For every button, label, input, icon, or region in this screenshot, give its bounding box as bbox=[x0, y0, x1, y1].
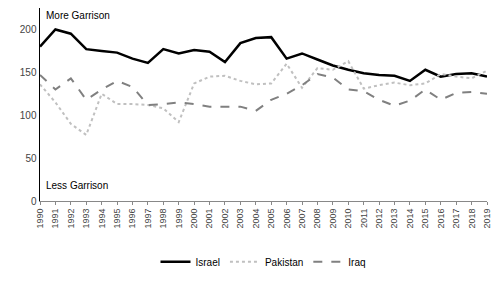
svg-text:1993: 1993 bbox=[81, 209, 91, 229]
svg-text:More Garrison: More Garrison bbox=[46, 10, 110, 21]
svg-text:2018: 2018 bbox=[467, 209, 477, 229]
svg-text:1991: 1991 bbox=[50, 209, 60, 229]
svg-text:2012: 2012 bbox=[374, 209, 384, 229]
svg-text:2007: 2007 bbox=[297, 209, 307, 229]
svg-text:2017: 2017 bbox=[451, 209, 461, 229]
svg-text:Less Garrison: Less Garrison bbox=[46, 180, 108, 191]
svg-text:2003: 2003 bbox=[235, 209, 245, 229]
svg-text:1998: 1998 bbox=[158, 209, 168, 229]
svg-text:Iraq: Iraq bbox=[348, 257, 365, 268]
svg-text:2015: 2015 bbox=[420, 209, 430, 229]
svg-text:1990: 1990 bbox=[35, 209, 45, 229]
svg-text:1997: 1997 bbox=[143, 209, 153, 229]
svg-text:2019: 2019 bbox=[482, 209, 492, 229]
svg-text:2016: 2016 bbox=[436, 209, 446, 229]
svg-text:Israel: Israel bbox=[196, 257, 220, 268]
svg-text:200: 200 bbox=[20, 24, 37, 35]
svg-text:1999: 1999 bbox=[174, 209, 184, 229]
svg-text:1996: 1996 bbox=[127, 209, 137, 229]
svg-text:2001: 2001 bbox=[204, 209, 214, 229]
svg-text:100: 100 bbox=[20, 110, 37, 121]
svg-text:1994: 1994 bbox=[97, 209, 107, 229]
svg-text:2009: 2009 bbox=[328, 209, 338, 229]
svg-text:2002: 2002 bbox=[220, 209, 230, 229]
svg-text:2013: 2013 bbox=[389, 209, 399, 229]
svg-text:2006: 2006 bbox=[282, 209, 292, 229]
svg-text:2000: 2000 bbox=[189, 209, 199, 229]
svg-text:2011: 2011 bbox=[359, 209, 369, 228]
svg-text:50: 50 bbox=[25, 153, 37, 164]
svg-text:150: 150 bbox=[20, 67, 37, 78]
svg-text:2010: 2010 bbox=[343, 209, 353, 229]
svg-text:2004: 2004 bbox=[251, 209, 261, 229]
svg-text:2005: 2005 bbox=[266, 209, 276, 229]
svg-text:0: 0 bbox=[31, 196, 37, 207]
svg-text:1995: 1995 bbox=[112, 209, 122, 229]
svg-text:Pakistan: Pakistan bbox=[265, 257, 303, 268]
svg-text:2008: 2008 bbox=[312, 209, 322, 229]
svg-text:2014: 2014 bbox=[405, 209, 415, 229]
svg-text:1992: 1992 bbox=[66, 209, 76, 229]
